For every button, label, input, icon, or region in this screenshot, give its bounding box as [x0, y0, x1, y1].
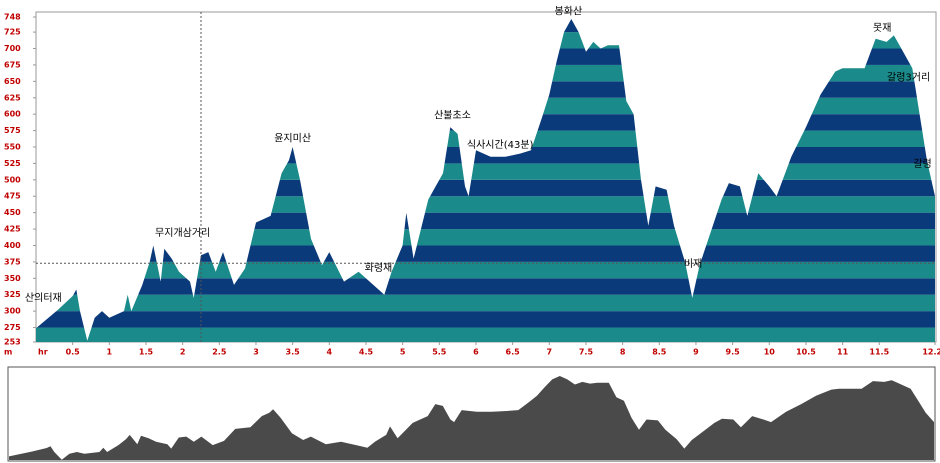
x-tick-label: 9	[693, 348, 699, 357]
y-tick-label: 550	[4, 143, 21, 152]
band	[36, 278, 935, 295]
x-tick-label: 6.5	[506, 348, 521, 357]
y-tick-label: 450	[4, 208, 21, 217]
y-tick-label: 400	[4, 241, 21, 250]
annotation: 윤지미산	[274, 132, 311, 144]
band	[36, 311, 935, 328]
annotation: 산의터재	[25, 292, 62, 304]
y-tick-label: 575	[4, 126, 21, 135]
band	[36, 294, 935, 312]
annotation: 봉화산	[555, 6, 583, 18]
y-tick-label: 350	[4, 274, 21, 283]
annotation: 산불초소	[434, 109, 471, 121]
y-tick-label: 300	[4, 307, 21, 316]
x-tick-label: 2.5	[212, 348, 227, 357]
x-tick-label: 0.5	[66, 348, 81, 357]
x-tick-label: 2	[180, 348, 186, 357]
x-tick-label: 11	[837, 348, 849, 357]
overview-area	[9, 376, 934, 460]
annotation: 갈령	[913, 157, 931, 170]
x-tick-label: 4	[327, 348, 333, 357]
y-tick-label: 675	[4, 60, 21, 69]
annotation: 화령재	[365, 262, 393, 274]
x-tick-label: 7	[547, 348, 553, 357]
y-tick-label: 375	[4, 257, 21, 266]
x-tick-label: 12.26	[922, 348, 940, 357]
band	[36, 261, 935, 279]
y-tick-label: 325	[4, 290, 21, 299]
y-tick-label: 725	[4, 28, 21, 37]
x-tick-label: 7.5	[579, 348, 594, 357]
x-tick-label: 8	[620, 348, 626, 357]
y-tick-label: 700	[4, 44, 21, 53]
y-tick-label: 600	[4, 110, 21, 119]
y-tick-label: 625	[4, 93, 21, 102]
x-tick-label: 5	[400, 348, 406, 357]
annotation: 비재	[684, 258, 702, 270]
x-tick-label: 3	[253, 348, 259, 357]
annotation: 못재	[873, 22, 891, 34]
x-tick-label: 1.5	[139, 348, 154, 357]
y-tick-label: 650	[4, 77, 21, 86]
y-tick-label: 475	[4, 192, 21, 201]
band	[36, 327, 935, 342]
annotation: 식사시간(43분)	[467, 139, 534, 151]
x-tick-label: 9.5	[726, 348, 741, 357]
y-tick-label: 500	[4, 175, 21, 184]
x-tick-label: 10.5	[796, 348, 816, 357]
x-tick-label: 3.5	[286, 348, 301, 357]
y-axis-label: m	[4, 348, 12, 357]
annotation: 갈령3거리	[887, 70, 930, 83]
x-tick-label: 10	[764, 348, 776, 357]
x-tick-label: 8.5	[652, 348, 667, 357]
x-tick-label: 1	[107, 348, 113, 357]
y-tick-label: 253	[4, 338, 21, 347]
x-axis-label: hr	[38, 348, 48, 357]
x-tick-label: 4.5	[359, 348, 374, 357]
band	[36, 245, 935, 262]
annotation: 무지개삼거리	[155, 227, 210, 239]
y-tick-label: 425	[4, 225, 21, 234]
y-tick-label: 525	[4, 159, 21, 168]
x-tick-label: 11.5	[869, 348, 889, 357]
x-tick-label: 5.5	[432, 348, 447, 357]
y-tick-label: 275	[4, 323, 21, 332]
x-tick-label: 6	[473, 348, 479, 357]
y-tick-label: 748	[4, 13, 21, 22]
